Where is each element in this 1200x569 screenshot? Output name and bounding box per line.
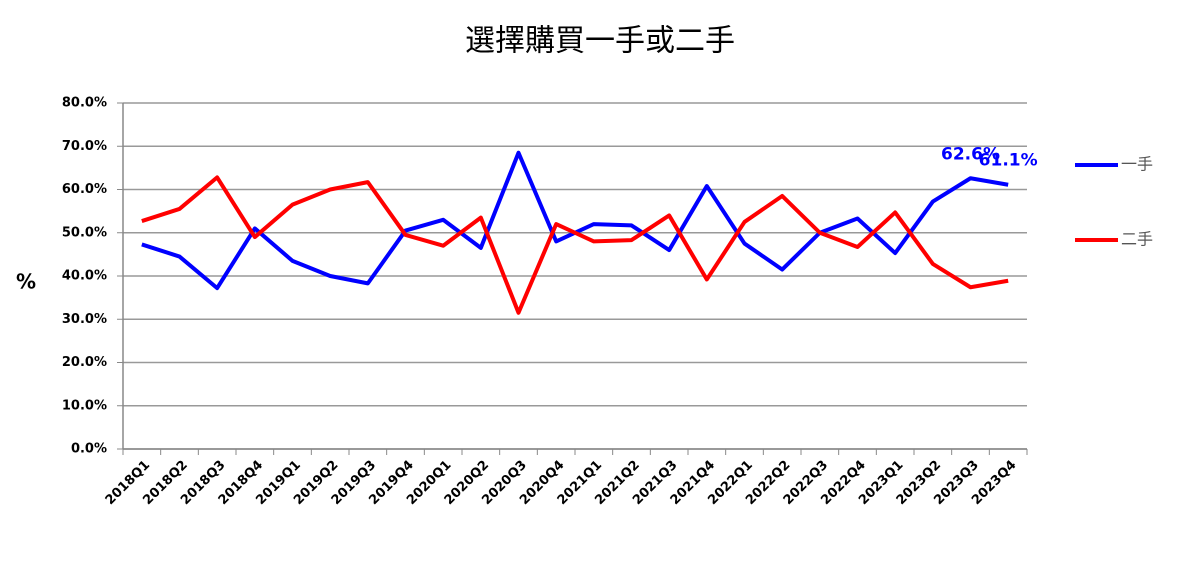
y-tick-label: 0.0% [71,442,107,457]
y-tick-label: 40.0% [62,269,107,284]
y-axis-label: % [16,270,36,294]
legend-label: 一手 [1121,155,1153,174]
y-tick-label: 60.0% [62,182,107,197]
legend-label: 二手 [1121,230,1153,249]
data-label: 61.1% [979,151,1038,171]
series-line [141,175,1009,315]
y-tick-label: 50.0% [62,225,107,240]
y-tick-label: 10.0% [62,398,107,413]
y-tick-label: 70.0% [62,139,107,154]
y-tick-label: 80.0% [62,96,107,111]
chart-title: 選擇購買一手或二手 [465,24,735,59]
data-label: 62.6% [941,144,1000,164]
y-tick-label: 20.0% [62,355,107,370]
y-tick-label: 30.0% [62,312,107,327]
